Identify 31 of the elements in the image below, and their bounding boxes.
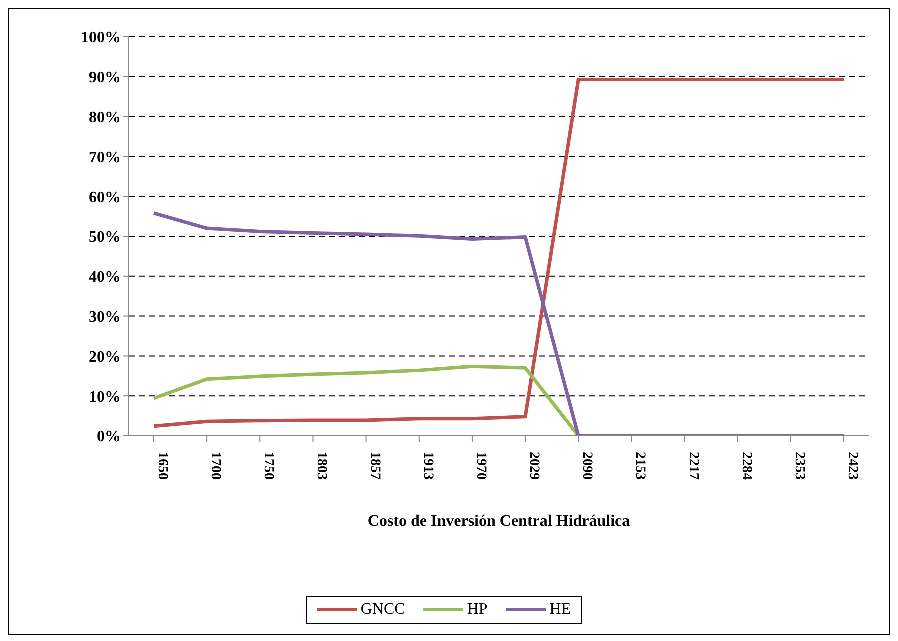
x-tick-label: 1857 — [367, 452, 382, 480]
x-axis-title: Costo de Inversión Central Hidráulica — [368, 513, 630, 530]
x-tick-label: 1750 — [261, 452, 276, 480]
legend-label: GNCC — [360, 601, 406, 619]
y-tick-label: 40% — [89, 269, 121, 286]
x-tick-label: 2090 — [580, 452, 595, 480]
x-tick-label: 1913 — [420, 452, 436, 480]
y-tick-label: 100% — [81, 30, 121, 47]
x-tick-label: 2284 — [738, 452, 754, 480]
legend-label: HE — [548, 601, 572, 619]
y-tick-label: 0% — [97, 428, 121, 446]
y-tick-label: 80% — [89, 109, 121, 126]
line-series — [152, 78, 846, 428]
x-tick-label: 1803 — [314, 452, 330, 480]
line-series — [152, 212, 846, 436]
x-tick-label: 1700 — [208, 452, 224, 480]
y-tick-label: 90% — [89, 70, 121, 87]
x-tick-label: 2423 — [845, 452, 860, 480]
y-tick-label: 30% — [89, 308, 121, 326]
y-tick-label: 10% — [89, 388, 121, 406]
y-tick-label: 20% — [89, 348, 121, 366]
x-tick-label: 2353 — [792, 452, 807, 480]
x-tick-label: 2217 — [686, 452, 701, 480]
y-tick-label: 60% — [89, 189, 121, 206]
x-tick-label: 2153 — [632, 452, 648, 480]
x-tick-label: 2029 — [526, 452, 542, 480]
legend-label: HP — [466, 601, 488, 619]
y-tick-label: 70% — [89, 149, 121, 166]
x-tick-label: 1650 — [155, 452, 170, 480]
x-tick-label: 1970 — [473, 452, 488, 480]
y-tick-label: 50% — [89, 229, 121, 246]
